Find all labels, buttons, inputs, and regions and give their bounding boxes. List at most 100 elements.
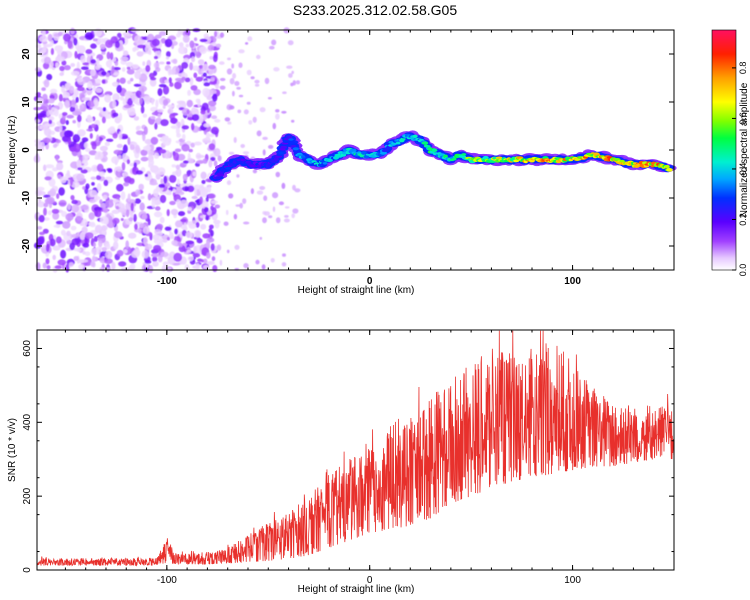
noise-blob: [105, 250, 113, 259]
ridge-blob: [395, 141, 401, 145]
noise-blob: [80, 169, 88, 174]
noise-blob: [122, 144, 128, 154]
noise-blob: [67, 138, 72, 145]
noise-blob: [90, 123, 97, 129]
noise-blob: [179, 42, 184, 48]
noise-blob: [139, 202, 145, 211]
noise-blob: [205, 196, 209, 203]
noise-blob: [287, 40, 294, 46]
noise-blob: [161, 265, 166, 272]
noise-blob: [71, 204, 80, 213]
noise-blob: [111, 65, 115, 75]
noise-blob: [143, 145, 152, 151]
noise-blob: [180, 218, 187, 223]
noise-blob: [191, 123, 195, 131]
noise-blob: [103, 216, 109, 225]
noise-blob: [43, 128, 52, 136]
noise-blob: [35, 119, 41, 123]
noise-blob: [175, 168, 182, 177]
noise-blob: [52, 245, 61, 251]
noise-blob: [35, 153, 40, 163]
noise-blob: [256, 130, 262, 137]
noise-blob: [178, 46, 187, 55]
colorbar-tick-label: 0.4: [738, 163, 748, 176]
noise-blob: [155, 67, 161, 72]
ridge-blob: [278, 151, 284, 155]
noise-blob: [191, 220, 197, 224]
noise-blob: [102, 194, 108, 200]
noise-blob: [177, 80, 185, 83]
noise-blob: [118, 131, 123, 141]
noise-blob: [154, 55, 158, 60]
ridge-blob: [225, 166, 231, 170]
noise-blob: [64, 83, 70, 90]
noise-blob: [254, 79, 260, 84]
noise-blob: [195, 263, 200, 270]
ridge-blob: [215, 176, 221, 180]
noise-blob: [210, 243, 215, 251]
noise-blob: [206, 132, 210, 140]
noise-blob: [250, 76, 255, 80]
noise-blob: [43, 194, 51, 198]
noise-blob: [144, 260, 152, 264]
noise-blob: [41, 29, 46, 37]
noise-blob: [96, 58, 100, 67]
ridge-blob: [451, 157, 457, 161]
noise-blob: [43, 202, 49, 208]
noise-blob: [44, 56, 51, 64]
noise-blob: [149, 78, 157, 87]
noise-blob: [77, 129, 86, 137]
noise-blob: [46, 110, 50, 117]
noise-blob: [105, 39, 114, 48]
ridge-blob: [379, 151, 388, 155]
spectrogram-ridge-layer: [209, 130, 677, 183]
noise-blob: [127, 193, 131, 203]
noise-blob: [90, 176, 97, 180]
noise-blob: [210, 156, 216, 162]
noise-blob: [151, 253, 160, 258]
noise-blob: [206, 96, 213, 101]
noise-blob: [135, 189, 141, 196]
ridge-blob: [421, 141, 429, 145]
noise-blob: [246, 69, 252, 76]
noise-blob: [59, 65, 65, 72]
noise-blob: [43, 44, 47, 53]
noise-blob: [55, 154, 59, 162]
noise-blob: [128, 177, 135, 185]
noise-blob: [213, 160, 218, 167]
noise-blob: [106, 51, 111, 60]
noise-blob: [101, 116, 106, 124]
noise-blob: [292, 80, 296, 86]
noise-blob: [63, 65, 71, 71]
noise-blob: [275, 217, 281, 224]
noise-blob: [172, 58, 178, 64]
noise-blob: [151, 97, 155, 105]
noise-blob: [139, 223, 145, 229]
noise-blob: [136, 51, 144, 57]
noise-blob: [181, 76, 186, 81]
noise-blob: [195, 98, 200, 104]
noise-blob: [227, 121, 232, 125]
noise-blob: [188, 148, 193, 153]
snr-panel: -100 0 100 0 200 400 600 Height of straight li…: [7, 329, 675, 595]
noise-blob: [179, 183, 186, 187]
noise-blob: [51, 208, 60, 214]
y-tick-label: 200: [22, 487, 33, 504]
noise-blob: [233, 213, 238, 220]
noise-blob: [153, 152, 160, 159]
noise-blob: [263, 211, 270, 216]
noise-blob: [170, 117, 178, 124]
chart-title: S233.2025.312.02.58.G05: [292, 2, 458, 18]
noise-blob: [76, 75, 83, 79]
noise-blob: [82, 186, 86, 190]
noise-blob: [42, 262, 47, 269]
noise-blob: [195, 76, 203, 82]
noise-blob: [243, 263, 249, 269]
noise-blob: [229, 105, 235, 110]
noise-blob: [135, 170, 144, 175]
noise-blob: [235, 204, 241, 207]
noise-blob: [112, 93, 120, 102]
y-tick-label: -10: [21, 190, 32, 205]
noise-blob: [111, 261, 116, 270]
noise-blob: [101, 71, 107, 76]
